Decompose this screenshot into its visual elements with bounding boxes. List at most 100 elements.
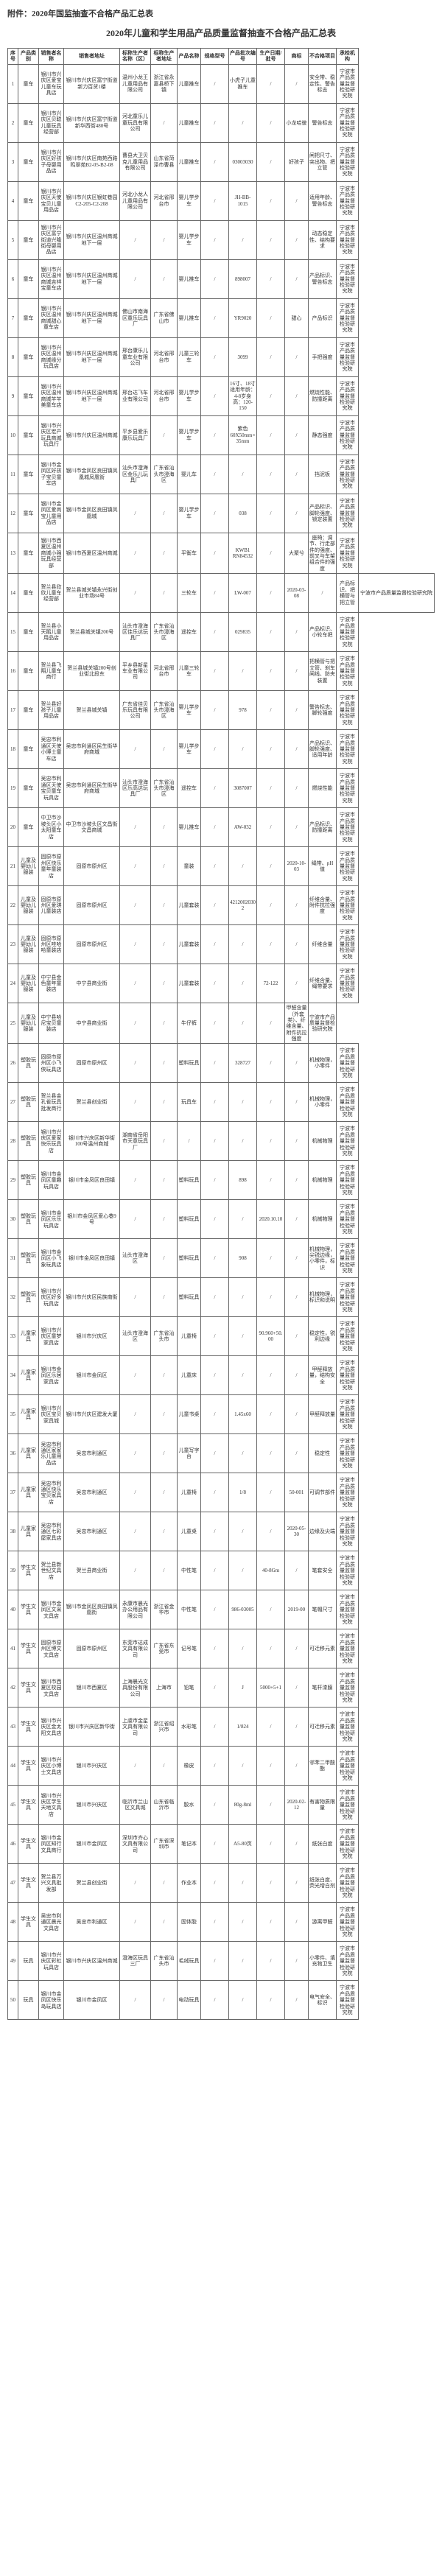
- cell: 儿童家具: [18, 1317, 39, 1356]
- cell: /: [151, 1551, 178, 1590]
- cell: /: [285, 1161, 309, 1200]
- cell: 15: [8, 613, 18, 652]
- cell: /: [285, 925, 309, 964]
- cell: /: [285, 730, 309, 769]
- cell: /: [257, 181, 285, 220]
- cell: 汕头市澄海区佳乐达玩具厂: [120, 613, 151, 652]
- cell: 40-8Gm: [257, 1551, 285, 1590]
- cell: /: [229, 1903, 257, 1942]
- cell: 47: [8, 1864, 18, 1903]
- cell: 温州小龙王儿童用品有限公司: [120, 64, 151, 103]
- cell: 广东省深圳市: [151, 1825, 178, 1864]
- cell: 婴儿学步车: [178, 220, 201, 259]
- table-row: 22儿童及婴幼儿服装固原市原州区爱琪儿童装店固原市原州区//儿童套装/42120…: [8, 886, 435, 925]
- cell: 吴忠市利通区: [64, 1512, 120, 1551]
- col-header: 标称生产者名称（区）: [120, 49, 151, 65]
- cell: /: [201, 1239, 229, 1278]
- cell: 水彩笔: [178, 1708, 201, 1747]
- cell: 机械物理，标识和说明: [309, 1278, 337, 1317]
- cell: /: [120, 925, 151, 964]
- cell: 贺兰县万兴文具批发部: [39, 1864, 64, 1903]
- cell: 2020.10.10: [257, 1200, 285, 1239]
- cell: /: [201, 1981, 229, 2020]
- cell: /: [201, 1434, 229, 1473]
- cell: /: [229, 1122, 257, 1161]
- cell: /: [201, 1629, 229, 1668]
- cell: /: [257, 1473, 285, 1512]
- cell: /: [229, 455, 257, 494]
- cell: 03003030: [229, 142, 257, 181]
- cell: 宁波市产品质量监督检验研究院: [337, 1239, 359, 1278]
- cell: 闸把尺寸、突出物、把立管: [309, 142, 337, 181]
- cell: 27: [8, 1083, 18, 1122]
- table-row: 26塑胶玩具固原市原州区小飞侠玩具店固原市原州区//塑料玩具/328727//机…: [8, 1044, 435, 1083]
- table-row: 28塑胶玩具银川市兴庆区爱家快乐玩具店银川市兴庆区新华街100号温州商城湖南省岳…: [8, 1122, 435, 1161]
- cell: /: [201, 808, 229, 847]
- cell: /: [229, 847, 257, 886]
- cell: 童车: [18, 652, 39, 691]
- cell: 童车: [18, 769, 39, 808]
- cell: /: [285, 1278, 309, 1317]
- cell: /: [120, 1864, 151, 1903]
- cell: /: [229, 652, 257, 691]
- cell: /: [120, 1551, 151, 1590]
- cell: 广东省东莞市: [151, 1629, 178, 1668]
- cell: 宁波市产品质量监督检验研究院: [337, 769, 359, 808]
- cell: 宁波市产品质量监督检验研究院: [337, 730, 359, 769]
- cell: 燃烧性能: [309, 769, 337, 808]
- cell: 宁波市产品质量监督检验研究院: [337, 415, 359, 455]
- table-row: 13童车银川市西夏区温州商城小强玩具经营部银川市西夏区温州商城//平衡车/KWB…: [8, 533, 435, 573]
- cell: /: [201, 1512, 229, 1551]
- cell: 广东省汕头市澄海区: [151, 769, 178, 808]
- table-row: 37儿童家具吴忠市利通区快乐宝贝家具店吴忠市利通区//儿童椅/1/8/50-00…: [8, 1473, 435, 1512]
- cell: /: [201, 1122, 229, 1161]
- table-row: 24儿童及婴幼儿服装中宁县金色童年童装店中宁县商业街//儿童套装//72-122…: [8, 964, 435, 1003]
- cell: 90.960+50.00: [257, 1317, 285, 1356]
- col-header: 承检机构: [337, 49, 359, 65]
- cell: 塑胶玩具: [18, 1122, 39, 1161]
- cell: 贺兰县创业街: [64, 1083, 120, 1122]
- cell: 儿童床: [178, 1356, 201, 1395]
- cell: 银川市兴庆区宏产玩具商城玩具行: [39, 415, 64, 455]
- cell: 宁波市产品质量监督检验研究院: [337, 298, 359, 337]
- cell: /: [120, 1200, 151, 1239]
- cell: 银川市金凤区爱心巷9号: [64, 1200, 120, 1239]
- cell: 36: [8, 1434, 18, 1473]
- cell: 河北小龙人儿童用品有限公司: [120, 181, 151, 220]
- cell: 塑胶玩具: [18, 1200, 39, 1239]
- cell: /: [151, 886, 178, 925]
- cell: 婴儿推车: [178, 298, 201, 337]
- cell: 固原市原州区快乐童年童装店: [39, 847, 64, 886]
- table-row: 27塑胶玩具贺兰县金孔雀玩具批发商行贺兰县创业街//玩具车////机械物理，小零…: [8, 1083, 435, 1122]
- cell: 宁波市产品质量监督检验研究院: [359, 574, 435, 613]
- cell: 中性笔: [178, 1551, 201, 1590]
- cell: 宁波市产品质量监督检验研究院: [337, 1590, 359, 1629]
- cell: 遥控车: [178, 769, 201, 808]
- cell: 儿童套装: [178, 964, 201, 1003]
- cell: /: [201, 415, 229, 455]
- cell: 10: [8, 415, 18, 455]
- cell: /: [151, 1747, 178, 1786]
- cell: 银川市兴庆区金太阳文具店: [39, 1708, 64, 1747]
- cell: /: [151, 1864, 178, 1903]
- cell: 童车: [18, 181, 39, 220]
- cell: 产品标识、脚轮强度、适用年龄: [309, 730, 337, 769]
- cell: J: [229, 1668, 257, 1708]
- cell: 澄海区玩具三厂: [120, 1942, 151, 1981]
- cell: 银川市兴庆区好多玩具店: [39, 1278, 64, 1317]
- cell: 中宁县商业街: [64, 1003, 120, 1044]
- table-row: 9童车银川市兴庆区温州商城芊芊美童车店银川市兴庆区温州商城地下一层邢台达飞车业有…: [8, 376, 435, 415]
- cell: 浙江省永嘉县桥下镇: [151, 64, 178, 103]
- cell: 童车: [18, 691, 39, 730]
- cell: 学生文具: [18, 1786, 39, 1825]
- table-row: 7童车银川市兴庆区温州商城甜心童车店银川市兴庆区温州商城地下一层佛山市南海区童乐…: [8, 298, 435, 337]
- cell: 儿童桌: [178, 1512, 201, 1551]
- table-row: 49玩具银川市兴庆区彩虹玩具店银川市兴庆区温州商城澄海区玩具三厂广东省汕头市毛绒…: [8, 1942, 435, 1981]
- cell: 甲醛释放量: [309, 1395, 337, 1434]
- cell: 吴忠市利通区晨光文具店: [39, 1903, 64, 1942]
- cell: /: [257, 1083, 285, 1122]
- cell: 5000+5+1: [257, 1668, 285, 1708]
- cell: 塑料玩具: [178, 1239, 201, 1278]
- cell: 48: [8, 1903, 18, 1942]
- cell: 978: [229, 691, 257, 730]
